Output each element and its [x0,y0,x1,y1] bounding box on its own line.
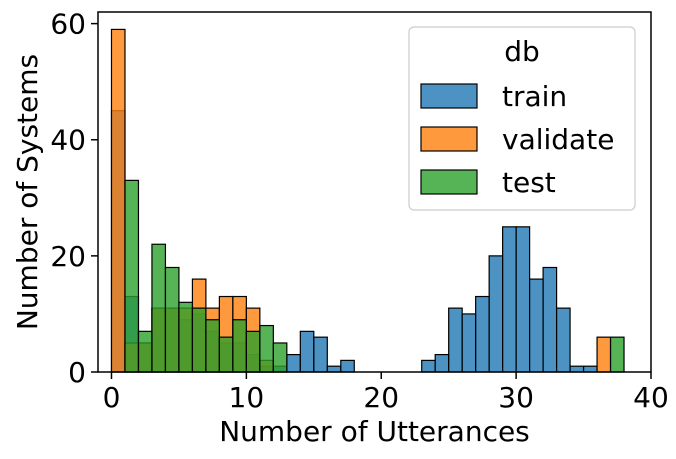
x-tick-label: 0 [103,381,121,414]
bar-train [421,359,436,373]
bar-train [555,307,571,373]
y-tick-label: 0 [68,356,86,389]
bar-train [313,336,328,373]
bar-test [272,342,288,373]
bar-test [218,336,234,373]
legend-title: db [504,35,540,68]
y-tick-label: 60 [50,8,86,41]
bar-test [151,243,167,373]
legend-swatch-validate [420,126,478,152]
bar-train [286,353,301,373]
bar-train [448,307,463,373]
bar-test [609,336,625,373]
bar-test [191,307,207,373]
bar-test [164,266,180,373]
legend-label-validate: validate [502,123,614,156]
bar-train [340,359,355,373]
bar-validate [596,336,612,373]
x-axis-label: Number of Utterances [219,415,530,448]
legend-swatch-test [420,169,478,195]
y-tick-label: 40 [50,124,86,157]
x-tick-label: 30 [498,381,534,414]
y-tick-label: 20 [50,240,86,273]
legend-box [408,26,636,211]
bar-train [582,365,598,373]
y-axis-label: Number of Systems [11,54,44,330]
x-tick-label: 10 [229,381,265,414]
bar-train [326,365,342,373]
bar-train [299,330,315,373]
bar-train [542,266,558,373]
bar-train [475,295,490,373]
bar-test [178,301,194,373]
bar-train [461,313,477,373]
bar-test [137,330,153,373]
bar-test [232,319,247,373]
bars-layer [110,28,625,373]
legend-swatch-train [420,83,478,109]
bar-train [569,365,585,373]
legend-items: train validate test [420,80,614,199]
bar-train [515,226,531,373]
legend-label-train: train [502,80,567,113]
x-tick-label: 40 [633,381,669,414]
bar-validate [110,28,126,373]
bar-train [488,255,504,373]
x-tick-label: 20 [363,381,399,414]
bar-test [124,179,140,373]
bar-train [502,226,517,373]
legend-label-test: test [502,166,556,199]
bar-train [434,353,450,373]
bar-test [205,319,220,373]
bar-test [259,324,274,373]
axis-ticks: 0 10 20 30 40 0 20 40 60 [50,8,668,414]
bar-test [245,330,261,373]
legend: db train validate test [408,26,636,211]
plot-frame [97,11,652,373]
bar-train [529,278,544,373]
